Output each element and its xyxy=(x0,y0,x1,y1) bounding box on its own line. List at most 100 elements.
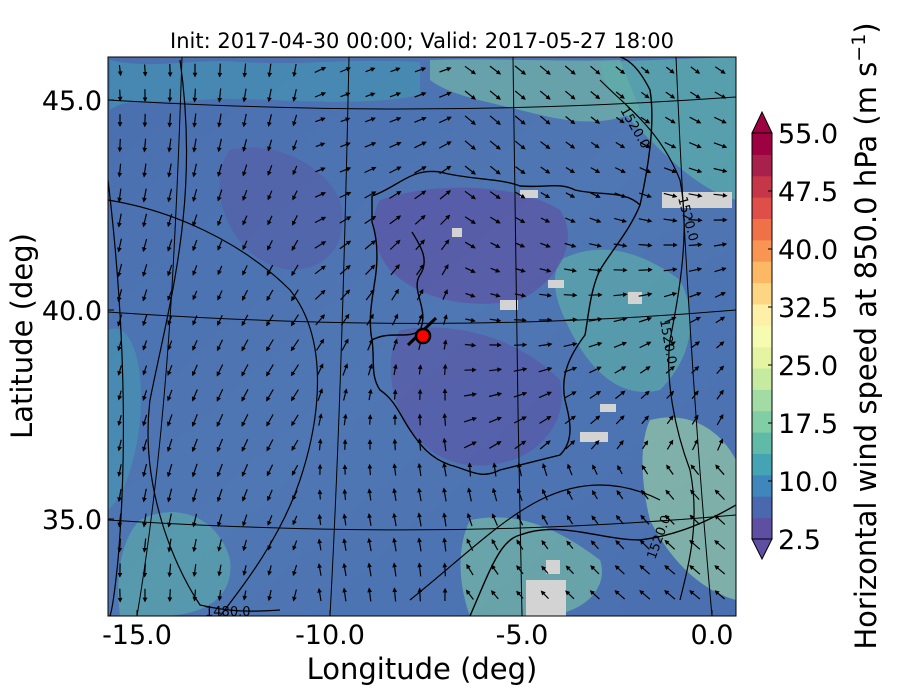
wind-arrow xyxy=(467,462,473,477)
wind-arrow xyxy=(615,415,625,425)
wind-arrow xyxy=(192,315,198,326)
wind-arrow xyxy=(291,289,299,302)
wind-arrow xyxy=(117,538,123,553)
wind-arrow xyxy=(166,488,173,503)
wind-arrow xyxy=(217,164,223,177)
wind-arrow xyxy=(267,139,273,152)
wind-arrow xyxy=(665,91,676,99)
wind-arrow xyxy=(467,487,472,502)
wind-arrow xyxy=(315,314,325,326)
colorbar-band xyxy=(752,175,772,198)
wind-arrow xyxy=(489,317,502,323)
y-axis-tick-marks xyxy=(108,99,114,520)
wind-arrow xyxy=(242,565,248,576)
colorbar-band xyxy=(752,496,772,519)
wind-arrow xyxy=(714,116,727,124)
wind-arrow xyxy=(314,241,327,249)
wind-arrow xyxy=(715,316,726,324)
wind-arrow xyxy=(714,267,727,273)
wind-arrow xyxy=(590,415,601,425)
wind-arrow xyxy=(663,192,678,199)
wind-arrow xyxy=(688,242,703,248)
wind-arrow xyxy=(142,314,148,327)
wind-arrow xyxy=(192,513,198,528)
wind-arrow xyxy=(464,216,476,224)
colorbar-band xyxy=(752,218,772,241)
wind-arrow xyxy=(117,439,122,452)
wind-patch-northwest xyxy=(110,60,420,110)
wind-arrow xyxy=(538,366,553,373)
wind-arrow xyxy=(364,117,376,123)
wind-arrow xyxy=(515,166,526,175)
wind-arrow xyxy=(142,439,148,452)
colorbar-band xyxy=(752,346,772,369)
wind-arrow xyxy=(242,88,247,103)
wind-arrow xyxy=(340,142,351,148)
wind-arrow xyxy=(167,264,173,277)
wind-arrow xyxy=(142,289,148,302)
wind-arrow xyxy=(714,565,726,575)
wind-arrow xyxy=(538,342,553,347)
parallel-line xyxy=(108,309,736,324)
colorbar-tick-label: 40.0 xyxy=(778,235,838,266)
wind-arrow xyxy=(117,289,123,302)
wind-arrow xyxy=(688,267,703,272)
wind-arrow xyxy=(242,139,248,152)
wind-arrow xyxy=(364,191,377,199)
wind-arrow xyxy=(242,240,248,251)
wind-arrow xyxy=(142,488,147,503)
wind-arrow xyxy=(565,166,576,174)
wind-arrow xyxy=(339,67,352,73)
wind-arrow xyxy=(565,440,576,450)
wind-arrow xyxy=(417,438,423,451)
wind-arrow xyxy=(613,316,628,323)
wind-arrow xyxy=(389,215,402,225)
wind-arrow xyxy=(389,92,402,98)
wind-arrow xyxy=(390,264,400,276)
wind-arrow xyxy=(513,416,527,424)
wind-arrow xyxy=(639,167,652,174)
wind-arrow xyxy=(342,413,348,426)
wind-arrow xyxy=(416,264,425,276)
wind-arrow xyxy=(615,390,626,400)
contour-line xyxy=(108,179,124,616)
wind-arrow xyxy=(589,217,602,223)
wind-arrow xyxy=(267,164,273,176)
gray-patch xyxy=(580,432,608,442)
wind-arrow xyxy=(690,464,700,476)
wind-arrow xyxy=(317,587,322,602)
wind-arrow xyxy=(292,165,298,176)
wind-arrow xyxy=(713,167,728,174)
wind-arrow xyxy=(439,91,452,98)
wind-arrow xyxy=(117,415,122,426)
wind-arrow xyxy=(341,338,349,351)
wind-arrow xyxy=(666,390,675,399)
wind-arrow xyxy=(266,364,274,377)
contour-line xyxy=(147,59,281,612)
wind-arrow xyxy=(517,462,522,477)
wind-arrow xyxy=(314,216,327,224)
wind-arrow xyxy=(415,239,425,251)
wind-arrow xyxy=(664,141,677,149)
wind-arrow xyxy=(442,462,447,477)
wind-arrow xyxy=(716,389,724,400)
wind-arrow xyxy=(489,367,503,373)
wind-arrow xyxy=(117,464,122,477)
wind-arrow xyxy=(639,565,651,575)
wind-arrow xyxy=(390,67,401,73)
wind-arrow xyxy=(217,564,223,577)
wind-arrow xyxy=(639,539,650,550)
wind-arrow xyxy=(539,65,551,75)
wind-arrow xyxy=(317,563,322,576)
wind-arrow xyxy=(417,364,423,375)
wind-arrow xyxy=(439,190,451,200)
gray-patch xyxy=(452,228,462,237)
colorbar-tick-label: 17.5 xyxy=(778,409,838,440)
gray-patch xyxy=(526,580,566,616)
colorbar-tick-label: 55.0 xyxy=(778,119,838,150)
wind-arrow xyxy=(217,189,223,202)
wind-arrow xyxy=(713,242,728,247)
wind-arrow xyxy=(664,590,676,600)
wind-arrow xyxy=(392,487,397,502)
